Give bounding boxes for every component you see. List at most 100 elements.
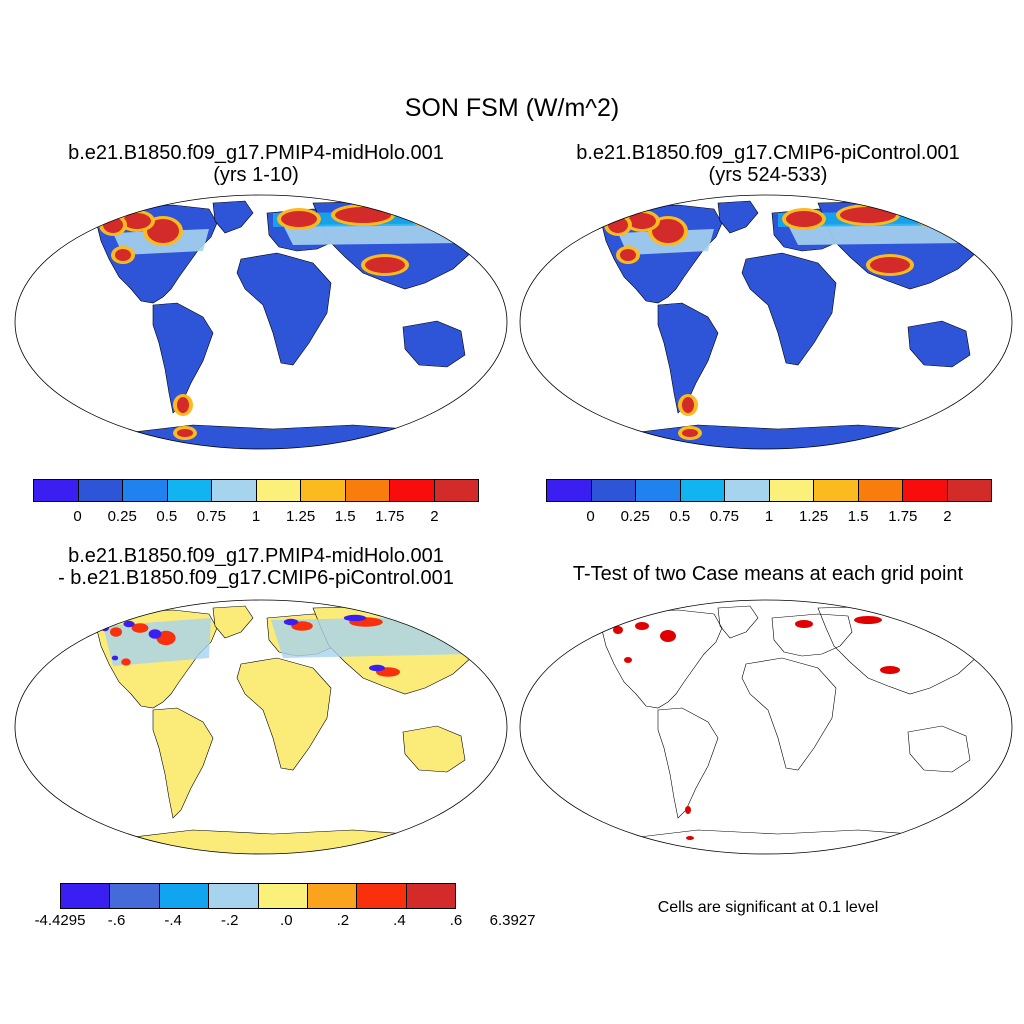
map-panel-2 xyxy=(519,194,1013,450)
diff-positive-patch xyxy=(425,622,447,630)
map-content xyxy=(96,605,488,854)
colorbar-tick-label: 6.3927 xyxy=(489,912,536,929)
continent-africa xyxy=(236,252,332,366)
continent-australia xyxy=(402,320,466,368)
colorbar-swatch xyxy=(591,480,636,501)
panel-2-title-line1: b.e21.B1850.f09_g17.CMIP6-piControl.001 xyxy=(576,142,960,164)
colorbar-tick-label: 1 xyxy=(764,508,774,525)
diff-negative-patch xyxy=(343,614,367,622)
colorbar-tick-label: -4.4295 xyxy=(34,912,86,929)
continent-africa xyxy=(741,252,837,366)
colorbar-tick-label: 0.25 xyxy=(620,508,650,525)
colorbar-tick-label: .4 xyxy=(393,912,406,929)
colorbar-swatch xyxy=(636,480,681,501)
colorbar-tick-label: 1.75 xyxy=(375,508,405,525)
snow-red-patch xyxy=(870,257,910,273)
continent-antarctica xyxy=(613,829,971,854)
snow-red-patch xyxy=(786,211,822,227)
snow-band-eurasia xyxy=(788,223,978,245)
diff-light-northamerica xyxy=(103,618,211,666)
colorbar-swatch xyxy=(301,480,346,501)
colorbar-panel-1-labels: 0 0.25 0.5 0.75 1 1.25 1.5 1.75 2 xyxy=(33,508,479,528)
snow-red-patch xyxy=(682,429,698,437)
diff-negative-patch xyxy=(123,620,135,628)
colorbar-swatch xyxy=(390,480,435,501)
panel-3-title-line1: b.e21.B1850.f09_g17.PMIP4-midHolo.001 xyxy=(68,545,444,567)
continent-australia xyxy=(907,320,971,368)
diff-negative-patch xyxy=(417,619,433,625)
snow-red-patch xyxy=(840,207,896,223)
figure-title: SON FSM (W/m^2) xyxy=(404,94,620,122)
continent-greenland xyxy=(717,200,759,234)
snow-red-patch xyxy=(147,219,179,243)
colorbar-tick-label: 0.75 xyxy=(709,508,739,525)
snow-red-patch xyxy=(365,257,405,273)
globe-outline xyxy=(519,194,1013,450)
significant-cells xyxy=(613,626,623,634)
diff-negative-patch xyxy=(111,655,119,661)
continent-asia xyxy=(817,605,993,695)
panel-3-title-line2: - b.e21.B1850.f09_g17.CMIP6-piControl.00… xyxy=(58,567,454,589)
snow-red-patch xyxy=(652,219,684,243)
colorbar-panel-3 xyxy=(60,883,456,909)
colorbar-swatch xyxy=(78,480,123,501)
colorbar-swatch xyxy=(307,884,358,908)
continent-southamerica xyxy=(152,707,214,819)
globe-outline xyxy=(519,599,1013,855)
panel-2-title-line2: (yrs 524-533) xyxy=(708,164,828,186)
colorbar-tick-label: -.4 xyxy=(164,912,182,929)
map-panel-4 xyxy=(519,599,1013,855)
colorbar-tick-label: 1.5 xyxy=(334,508,356,525)
colorbar-swatch xyxy=(725,480,770,501)
snow-red-patch xyxy=(608,217,628,233)
continent-africa xyxy=(741,657,837,771)
continent-greenland xyxy=(717,605,759,639)
colorbar-tick-label: 1.25 xyxy=(798,508,829,525)
diff-positive-patch xyxy=(110,627,122,637)
colorbar-swatch xyxy=(858,480,903,501)
colorbar-swatch xyxy=(680,480,725,501)
significant-cells xyxy=(795,620,813,628)
continent-africa xyxy=(236,657,332,771)
colorbar-swatch xyxy=(357,884,407,908)
significant-cells xyxy=(854,616,882,624)
colorbar-tick-label: -.2 xyxy=(220,912,239,929)
map-panel-3 xyxy=(14,599,508,855)
panel-2-title: b.e21.B1850.f09_g17.CMIP6-piControl.001 … xyxy=(512,142,1024,186)
colorbar-swatch xyxy=(406,884,455,908)
colorbar-swatch xyxy=(34,480,79,501)
colorbar-tick-label: 0.75 xyxy=(196,508,226,525)
significant-cells xyxy=(635,622,649,630)
significance-note: Cells are significant at 0.1 level xyxy=(657,899,879,916)
colorbar-swatch xyxy=(110,884,160,908)
snow-orange-patch xyxy=(916,210,960,228)
map-content xyxy=(601,200,993,449)
snow-red-patch xyxy=(177,397,189,413)
diff-negative-patch xyxy=(148,629,162,639)
diff-negative-patch xyxy=(369,664,385,672)
snow-red-patch xyxy=(628,213,656,229)
globe-outline xyxy=(14,599,508,855)
snow-red-patch xyxy=(281,211,317,227)
colorbar-panel-2-labels: 0 0.25 0.5 0.75 1 1.25 1.5 1.75 2 xyxy=(546,508,992,528)
significant-cells xyxy=(929,621,947,627)
snow-red-patch xyxy=(620,249,636,261)
colorbar-tick-label: .2 xyxy=(336,912,350,929)
colorbar-swatch xyxy=(61,884,111,908)
continent-greenland xyxy=(212,605,254,639)
continent-southamerica xyxy=(657,707,719,819)
snow-band-eurasia xyxy=(283,223,473,245)
colorbar-swatch xyxy=(769,480,814,501)
continent-antarctica xyxy=(613,424,971,449)
colorbar-tick-label: 1.25 xyxy=(285,508,316,525)
significant-cells xyxy=(686,836,694,840)
snow-red-patch xyxy=(415,213,451,225)
continent-greenland xyxy=(212,200,254,234)
significant-cells xyxy=(660,630,676,642)
colorbar-swatch xyxy=(903,480,948,501)
snow-red-patch xyxy=(682,397,694,413)
significant-cells xyxy=(624,657,632,663)
colorbar-panel-1 xyxy=(33,479,479,502)
snow-red-patch xyxy=(335,207,391,223)
colorbar-swatch xyxy=(345,480,390,501)
